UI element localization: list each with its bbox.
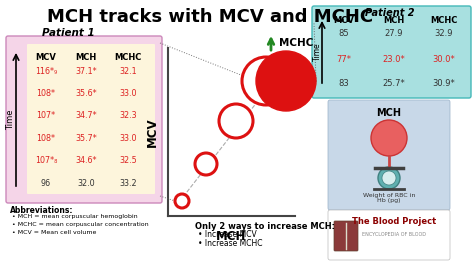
Text: 32.1: 32.1 [119, 66, 137, 76]
Text: Abbreviations:: Abbreviations: [10, 206, 73, 215]
Text: 32.9: 32.9 [435, 30, 453, 39]
Text: 32.0: 32.0 [77, 178, 95, 188]
Text: MCV: MCV [334, 16, 355, 25]
Text: Only 2 ways to increase MCH:: Only 2 ways to increase MCH: [195, 222, 335, 231]
Text: Time: Time [312, 43, 321, 61]
Text: MCH: MCH [383, 16, 405, 25]
Text: 77*: 77* [337, 55, 352, 64]
Text: 35.7*: 35.7* [75, 134, 97, 143]
Text: • Increase MCV: • Increase MCV [198, 230, 257, 239]
Text: 30.9*: 30.9* [433, 80, 456, 89]
Text: 25.7*: 25.7* [383, 80, 405, 89]
FancyBboxPatch shape [6, 36, 162, 203]
Text: 32.5: 32.5 [119, 156, 137, 165]
Text: MCV: MCV [36, 53, 56, 62]
Text: MCH: MCH [75, 53, 97, 62]
Text: 96: 96 [41, 178, 51, 188]
Text: 27.9: 27.9 [385, 30, 403, 39]
Circle shape [175, 194, 189, 208]
Text: MCHC: MCHC [430, 16, 458, 25]
Text: 107*: 107* [36, 111, 55, 120]
Text: 32.3: 32.3 [119, 111, 137, 120]
Text: • MCV = Mean cell volume: • MCV = Mean cell volume [12, 230, 96, 235]
Text: ENCYCLOPEDIA OF BLOOD: ENCYCLOPEDIA OF BLOOD [362, 231, 426, 236]
Circle shape [371, 120, 407, 156]
FancyBboxPatch shape [27, 44, 155, 194]
Text: • MCH = mean corpuscular hemoglobin: • MCH = mean corpuscular hemoglobin [12, 214, 137, 219]
Text: Patient 1: Patient 1 [42, 28, 94, 38]
Text: MCH tracks with MCV and MCHC: MCH tracks with MCV and MCHC [47, 8, 373, 26]
Circle shape [382, 171, 396, 185]
Text: Weight of RBC in
Hb (pg): Weight of RBC in Hb (pg) [363, 193, 415, 203]
Text: • MCHC = mean corpuscular concentration: • MCHC = mean corpuscular concentration [12, 222, 149, 227]
Text: MCV: MCV [146, 117, 158, 147]
Text: 33.0: 33.0 [119, 134, 137, 143]
Circle shape [195, 153, 217, 175]
Text: MCHC: MCHC [114, 53, 142, 62]
FancyBboxPatch shape [328, 100, 450, 210]
Circle shape [378, 167, 400, 189]
FancyBboxPatch shape [312, 6, 471, 98]
Circle shape [219, 104, 253, 138]
Text: 35.6*: 35.6* [75, 89, 97, 98]
Text: 33.0: 33.0 [119, 89, 137, 98]
Text: 34.7*: 34.7* [75, 111, 97, 120]
Text: 108*: 108* [36, 89, 55, 98]
Text: • Increase MCHC: • Increase MCHC [198, 239, 263, 248]
FancyBboxPatch shape [328, 210, 450, 260]
Text: MCH: MCH [376, 108, 401, 118]
Circle shape [256, 51, 316, 111]
Text: 34.6*: 34.6* [75, 156, 97, 165]
Text: 30.0*: 30.0* [433, 55, 456, 64]
Text: 108*: 108* [36, 134, 55, 143]
Text: 23.0*: 23.0* [383, 55, 405, 64]
Text: 33.2: 33.2 [119, 178, 137, 188]
Text: MCH: MCH [216, 230, 246, 243]
Text: Patient 2: Patient 2 [365, 8, 415, 18]
Text: 116*₉: 116*₉ [35, 66, 57, 76]
Text: 107*₈: 107*₈ [35, 156, 57, 165]
Text: MCHC: MCHC [279, 38, 313, 48]
Text: 37.1*: 37.1* [75, 66, 97, 76]
Text: 85: 85 [339, 30, 349, 39]
Text: The Blood Project: The Blood Project [352, 218, 436, 227]
FancyBboxPatch shape [334, 221, 358, 251]
Text: Time: Time [7, 109, 16, 130]
Circle shape [242, 57, 290, 105]
Text: 83: 83 [338, 80, 349, 89]
